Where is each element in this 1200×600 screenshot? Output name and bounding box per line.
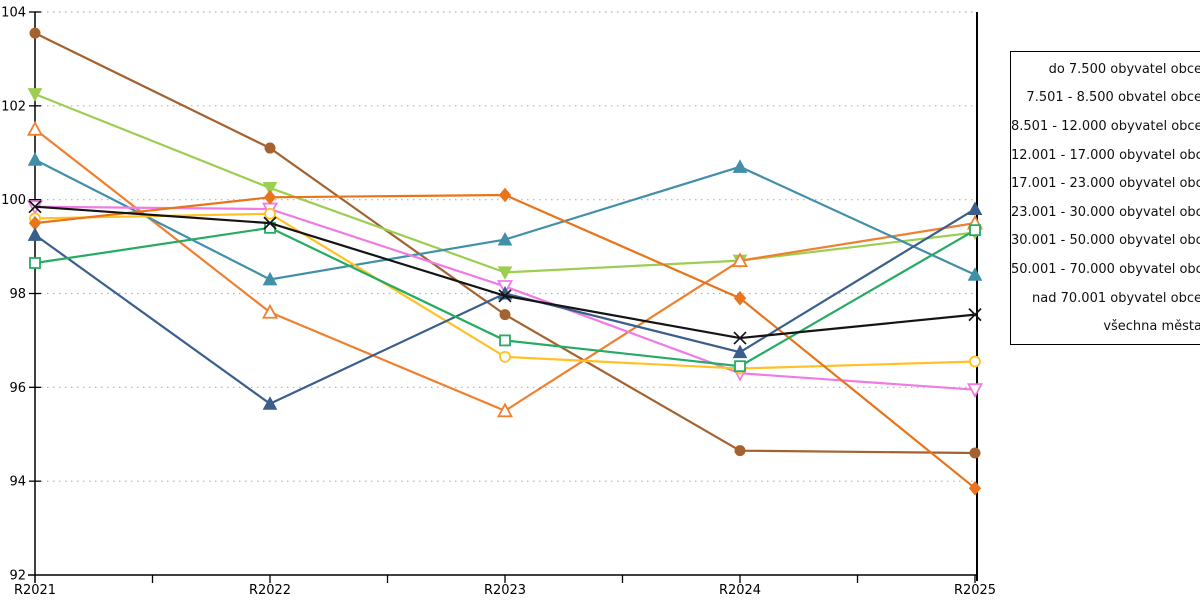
data-point-marker xyxy=(732,159,748,173)
data-point-marker xyxy=(498,289,512,303)
data-point-marker xyxy=(29,257,41,269)
legend-item: 50.001 - 70.000 obyvatel obce xyxy=(1011,261,1200,277)
data-point-marker xyxy=(28,200,42,214)
legend-item: 8.501 - 12.000 obyvatel obce xyxy=(1011,118,1200,134)
data-point-marker xyxy=(262,396,278,410)
y-axis-tick-label: 104 xyxy=(1,6,26,21)
data-point-marker xyxy=(732,344,748,359)
data-point-marker xyxy=(499,309,511,321)
x-axis-tick-label: R2023 xyxy=(484,583,526,598)
legend-item: 12.001 - 17.000 obyvatel obce xyxy=(1011,147,1200,163)
data-point-marker xyxy=(968,308,982,322)
data-point-marker xyxy=(731,252,749,268)
data-point-marker xyxy=(262,181,278,196)
data-point-marker xyxy=(498,187,512,203)
data-point-marker xyxy=(733,290,747,306)
data-point-marker xyxy=(496,402,514,418)
data-point-marker xyxy=(499,350,511,363)
legend-item: 23.001 - 30.000 obyvatel obce xyxy=(1011,204,1200,220)
legend-item: 30.001 - 50.000 obyvatel obce xyxy=(1011,233,1200,249)
legend-item: 17.001 - 23.000 obyvatel obce xyxy=(1011,176,1200,192)
series-line xyxy=(34,158,976,281)
data-point-marker xyxy=(499,334,511,347)
x-axis-tick-label: R2021 xyxy=(14,583,56,598)
legend: do 7.500 obyvatel obce 7.501 - 8.500 obva… xyxy=(1010,51,1200,345)
data-point-marker xyxy=(27,88,43,102)
data-point-marker xyxy=(969,447,981,459)
data-point-marker xyxy=(969,355,981,368)
x-axis-tick-label: R2024 xyxy=(719,583,761,598)
data-point-marker xyxy=(966,383,984,399)
x-axis-tick-label: R2025 xyxy=(954,583,996,598)
data-point-marker xyxy=(497,266,513,280)
legend-item: 7.501 - 8.500 obvatel obce xyxy=(1026,90,1200,106)
data-point-marker xyxy=(27,227,43,241)
data-point-marker xyxy=(263,216,277,230)
y-axis-tick-label: 98 xyxy=(9,287,26,302)
data-point-marker xyxy=(262,271,278,286)
data-point-marker xyxy=(264,207,276,220)
data-point-marker xyxy=(969,224,981,237)
legend-item: do 7.500 obyvatel obce xyxy=(1048,61,1200,77)
y-axis-tick-label: 100 xyxy=(1,193,26,208)
data-point-marker xyxy=(967,267,983,281)
data-point-marker xyxy=(967,201,983,216)
data-point-marker xyxy=(29,27,41,39)
x-axis-tick-label: R2022 xyxy=(249,583,291,598)
data-point-marker xyxy=(264,142,276,154)
legend-item: všechna města xyxy=(1103,319,1200,335)
y-axis-tick-label: 96 xyxy=(9,381,26,396)
y-axis-tick-label: 102 xyxy=(1,99,26,114)
legend-item: nad 70.001 obyvatel obce xyxy=(1032,290,1200,306)
data-point-marker xyxy=(263,190,277,205)
data-point-marker xyxy=(734,360,746,373)
data-point-marker xyxy=(26,120,44,136)
data-point-marker xyxy=(968,480,982,496)
data-point-marker xyxy=(734,445,746,457)
y-axis-tick-label: 92 xyxy=(9,569,26,584)
data-point-marker xyxy=(261,303,279,319)
data-point-marker xyxy=(733,331,747,345)
data-point-marker xyxy=(27,152,43,166)
y-axis-tick-label: 94 xyxy=(9,475,26,490)
data-point-marker xyxy=(497,231,513,246)
